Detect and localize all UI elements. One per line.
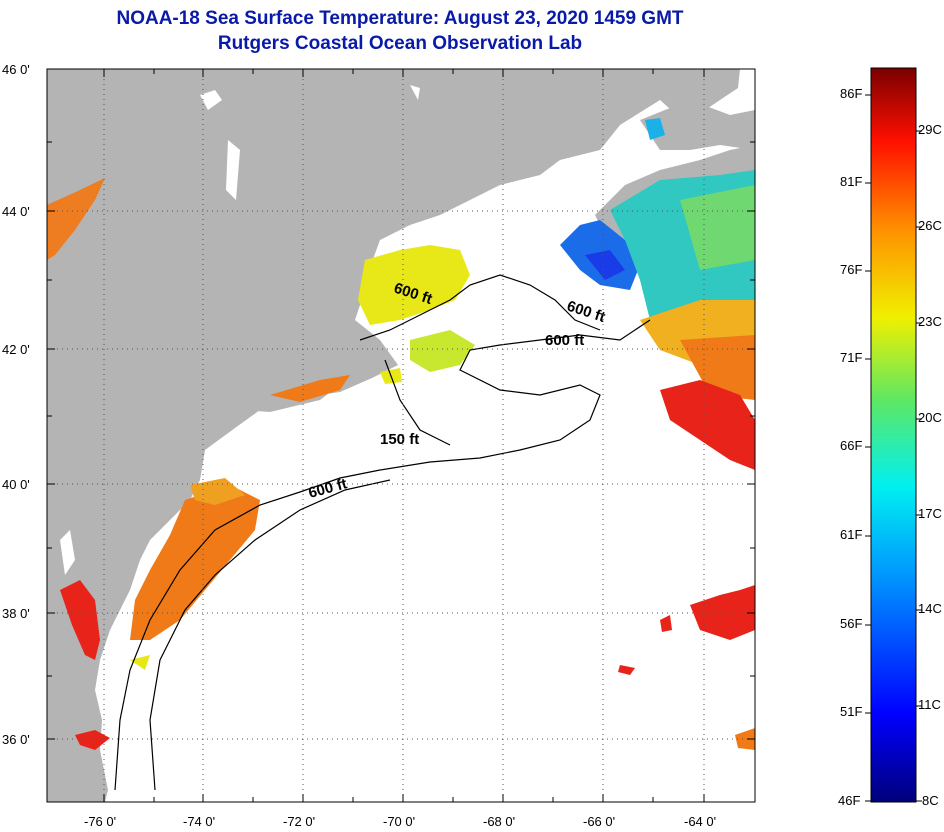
cb-f-81: 81F: [840, 174, 863, 189]
bathymetry-contours: [114, 274, 651, 791]
lon-label-72: -72 0': [283, 814, 315, 829]
land-mainland: [47, 69, 740, 802]
lat-label-36: 36 0': [2, 732, 30, 747]
lon-label-74: -74 0': [183, 814, 215, 829]
cb-c-26: 26C: [918, 218, 942, 233]
cb-c-23: 23C: [918, 314, 942, 329]
lat-label-46: 46 0': [2, 62, 30, 77]
lon-label-68: -68 0': [483, 814, 515, 829]
sst-data-layer: [47, 118, 755, 750]
lon-label-66: -66 0': [583, 814, 615, 829]
cb-f-61: 61F: [840, 527, 863, 542]
cb-f-56: 56F: [840, 616, 863, 631]
cb-f-76: 76F: [840, 262, 863, 277]
cb-c-17: 17C: [918, 506, 942, 521]
lat-label-40: 40 0': [2, 477, 30, 492]
cb-c-11: 11C: [918, 697, 941, 712]
cb-f-51: 51F: [840, 704, 863, 719]
graticule: [47, 69, 755, 802]
cb-c-14: 14C: [918, 601, 942, 616]
contour-label-600ft-east: 600 ft: [545, 332, 584, 349]
map-frame: [46, 68, 756, 803]
map-title: NOAA-18 Sea Surface Temperature: August …: [116, 8, 684, 29]
cb-c-20: 20C: [918, 410, 942, 425]
contour-label-150ft: 150 ft: [380, 431, 419, 448]
cb-f-71: 71F: [840, 350, 863, 365]
cb-c-8: 8C: [922, 793, 939, 808]
lon-label-70: -70 0': [383, 814, 415, 829]
lat-label-42: 42 0': [2, 342, 30, 357]
lon-label-76: -76 0': [84, 814, 116, 829]
cb-c-29: 29C: [918, 122, 942, 137]
land-new-brunswick: [640, 100, 755, 150]
lat-label-44: 44 0': [2, 204, 30, 219]
cb-f-86: 86F: [840, 86, 863, 101]
cb-f-46: 46F: [838, 793, 861, 808]
lon-label-64: -64 0': [684, 814, 716, 829]
map-subtitle: Rutgers Coastal Ocean Observation Lab: [217, 33, 583, 54]
lat-label-38: 38 0': [2, 606, 30, 621]
colorbar-ticks: [865, 94, 922, 802]
cb-f-66: 66F: [840, 438, 863, 453]
colorbar: [870, 67, 917, 803]
axis-ticks: [47, 68, 755, 802]
